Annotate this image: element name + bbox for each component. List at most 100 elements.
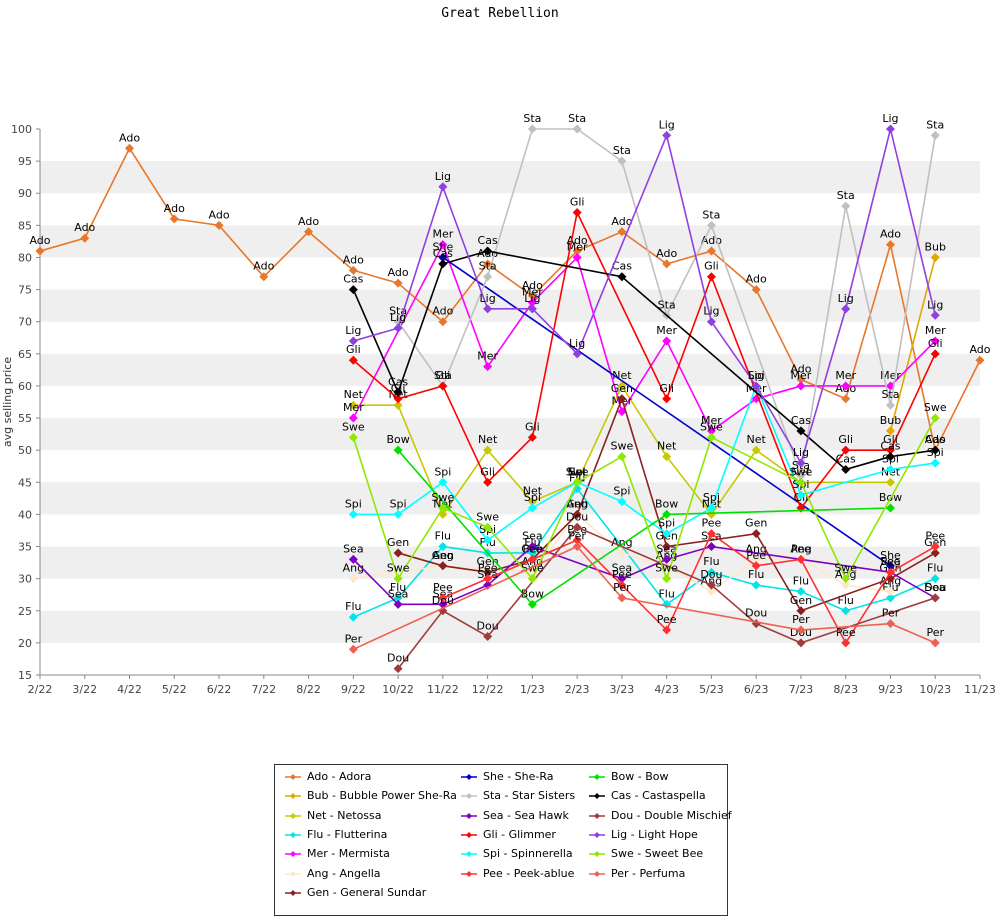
x-tick-label: 3/23 [610,683,635,696]
data-label-ado: Ado [29,234,50,247]
data-label-per: Per [792,613,810,626]
legend-label: Ang - Angella [307,866,381,880]
data-point-flu [527,548,537,558]
data-label-spi: Spi [390,497,407,510]
data-label-bow: Bow [386,433,409,446]
data-label-sta: Sta [523,112,541,125]
data-point-swe [438,503,448,513]
data-point-sea [348,554,358,564]
data-label-ado: Ado [925,433,946,446]
data-label-cas: Cas [388,375,408,388]
data-label-flu: Flu [838,594,854,607]
grid-band [40,225,980,258]
data-label-net: Net [612,369,632,382]
data-label-sta: Sta [881,388,899,401]
data-point-flu [751,580,761,590]
chart-title: Great Rebellion [441,6,559,21]
data-point-gen [930,548,940,558]
data-point-per [617,593,627,603]
data-label-lig: Lig [882,112,898,125]
data-label-lig: Lig [524,292,540,305]
data-point-pee [930,542,940,552]
data-label-gen: Gen [790,594,812,607]
data-point-mer [572,252,582,262]
data-point-lig [662,130,672,140]
legend-swatch-bub [285,793,301,800]
data-label-swe: Swe [431,491,454,504]
data-point-ado [751,285,761,295]
data-point-pee [617,580,627,590]
data-label-ado: Ado [209,208,230,221]
y-tick-label: 75 [18,284,32,297]
data-point-mer [483,362,493,372]
data-label-lig: Lig [659,118,675,131]
legend-swatch-net [285,812,301,819]
data-label-gli: Gli [659,382,674,395]
data-label-cas: Cas [836,452,856,465]
data-label-gli: Gli [480,465,495,478]
data-point-swe [483,522,493,532]
data-point-pee [796,554,806,564]
data-point-cas [841,464,851,474]
x-tick-label: 8/23 [833,683,858,696]
data-label-flu: Flu [927,562,943,575]
x-tick-label: 2/23 [565,683,590,696]
x-tick-label: 7/23 [789,683,814,696]
data-label-sea: Sea [522,530,543,543]
data-label-swe: Swe [700,420,723,433]
data-point-sea [706,542,716,552]
line-chart: 15 20 25 30 35 40 45 50 55 60 65 70 75 80 85 90 95 100 2/2… [1,112,996,696]
data-point-ado [35,246,45,256]
data-label-lig: Lig [480,292,496,305]
data-point-bow [527,599,537,609]
data-point-sta [841,201,851,211]
legend-swatch-pee [461,870,477,877]
data-point-ado [393,278,403,288]
data-label-sta: Sta [926,118,944,131]
data-label-pee: Pee [791,542,811,555]
legend-label: She - She-Ra [483,770,554,783]
data-point-mer [930,336,940,346]
data-label-cas: Cas [433,247,453,260]
data-point-lig [751,381,761,391]
data-label-ado: Ado [253,260,274,273]
data-point-spi [706,503,716,513]
data-label-pee: Pee [702,517,722,530]
data-label-ado: Ado [746,273,767,286]
data-label-ado: Ado [388,266,409,279]
data-point-cas [796,426,806,436]
y-tick-label: 65 [18,348,32,361]
grid-band [40,353,980,386]
data-point-lig [527,304,537,314]
data-label-pee: Pee [881,555,901,568]
data-label-bub: Bub [924,240,946,253]
data-point-per [796,625,806,635]
data-point-per [885,619,895,629]
data-point-pee [841,638,851,648]
data-label-bow: Bow [521,587,544,600]
data-point-gen [393,548,403,558]
data-label-swe: Swe [476,510,499,523]
data-point-pee [438,593,448,603]
data-point-swe [348,432,358,442]
legend-swatch-lig [589,831,605,838]
data-point-swe [706,432,716,442]
data-label-lig: Lig [569,337,585,350]
data-point-lig [930,310,940,320]
data-point-gli [527,432,537,442]
x-tick-label: 6/23 [744,683,769,696]
data-label-pee: Pee [657,613,677,626]
data-point-ado [796,375,806,385]
data-point-per [572,542,582,552]
data-point-sea [617,574,627,584]
data-label-spi: Spi [524,491,541,504]
data-label-ado: Ado [522,279,543,292]
x-tick-label: 4/23 [654,683,679,696]
legend-label: Spi - Spinnerella [483,847,573,861]
data-point-gli [348,355,358,365]
data-label-ado: Ado [164,202,185,215]
y-tick-label: 50 [18,444,32,457]
data-point-mer [796,381,806,391]
y-tick-label: 80 [18,251,32,264]
series-line-sta [397,128,937,480]
